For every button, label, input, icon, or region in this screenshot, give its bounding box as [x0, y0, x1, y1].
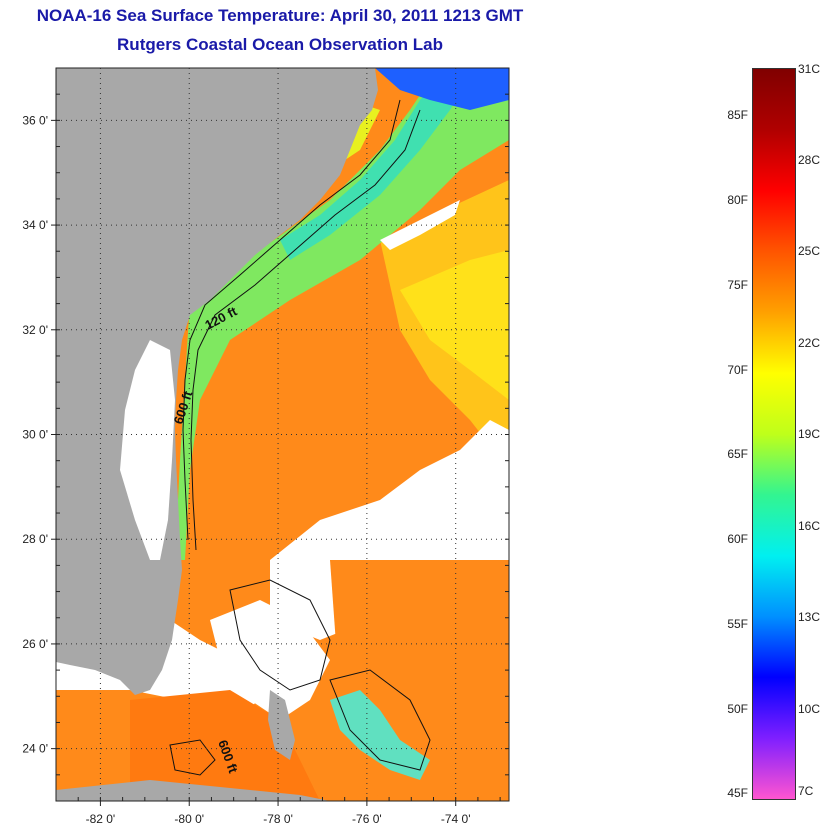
lat-tick-label: 30 0'	[22, 428, 48, 442]
ocean-yellow-patch	[400, 250, 509, 400]
bahamas-banks-cool	[330, 690, 430, 780]
colorbar-label-fahrenheit: 80F	[727, 193, 748, 208]
colorbar-label-celsius: 31C	[798, 62, 821, 76]
land-andros	[268, 690, 295, 760]
lat-tick-label: 24 0'	[22, 742, 48, 756]
colorbar-label-fahrenheit: 75F	[727, 277, 748, 292]
colorbar-label-fahrenheit: 70F	[727, 362, 748, 377]
lat-tick-label: 36 0'	[22, 113, 48, 127]
colorbar-label-fahrenheit: 85F	[727, 108, 748, 123]
map-title: NOAA-16 Sea Surface Temperature: April 3…	[36, 6, 524, 25]
lon-tick-label: -78 0'	[263, 812, 293, 826]
contour-bahamas	[169, 579, 431, 776]
lon-tick-label: -80 0'	[174, 812, 204, 826]
lat-tick-label: 32 0'	[22, 323, 48, 337]
shelf-water-green	[175, 70, 509, 560]
colorbar-label-fahrenheit: 50F	[727, 701, 748, 716]
cloud-cover-bahamas	[210, 600, 330, 720]
shelf-water-cyan	[280, 75, 470, 260]
colorbar-label-celsius: 13C	[798, 610, 821, 624]
sst-map: -82 0' -80 0' -78 0' -76 0' -74 0' 36 0' 34 0'…	[22, 67, 510, 826]
map-subtitle: Rutgers Coastal Ocean Observation Lab	[117, 35, 443, 54]
lat-tick-label: 34 0'	[22, 218, 48, 232]
colorbar-label-celsius: 28C	[798, 152, 821, 167]
colorbar-label-fahrenheit: 45F	[727, 786, 748, 801]
colorbar-label-fahrenheit: 65F	[727, 447, 748, 462]
lat-tick-label: 26 0'	[22, 637, 48, 651]
colorbar-label-fahrenheit: 55F	[727, 616, 748, 631]
colorbar-label-celsius: 10C	[798, 701, 821, 716]
colorbar-label-celsius: 25C	[798, 244, 821, 258]
contour-600ft	[190, 109, 421, 551]
lat-tick-label: 28 0'	[22, 532, 48, 546]
axis-ticks: -82 0' -80 0' -78 0' -76 0' -74 0' 36 0' 34 0'…	[22, 67, 509, 826]
florida-peninsula-white-shade	[120, 340, 175, 560]
temperature-colorbar	[752, 68, 796, 800]
colorbar-label-celsius: 7C	[798, 784, 814, 798]
lon-tick-label: -82 0'	[86, 812, 116, 826]
colorbar-label-fahrenheit: 60F	[727, 532, 748, 547]
lon-tick-label: -74 0'	[441, 812, 471, 826]
lat-lon-grid	[56, 68, 509, 801]
map-canvas: -82 0' -80 0' -78 0' -76 0' -74 0' 36 0' 34 0'…	[22, 67, 510, 826]
lon-tick-label: -76 0'	[352, 812, 382, 826]
colorbar-label-celsius: 22C	[798, 335, 821, 350]
colorbar-label-celsius: 19C	[798, 427, 821, 441]
contour-120ft	[182, 99, 401, 541]
land-cuba	[56, 780, 330, 801]
colorbar-label-celsius: 16C	[798, 518, 821, 533]
cloud-streak	[380, 200, 460, 250]
cloud-cover-central	[270, 420, 509, 640]
shelf-water-blue	[375, 68, 509, 110]
